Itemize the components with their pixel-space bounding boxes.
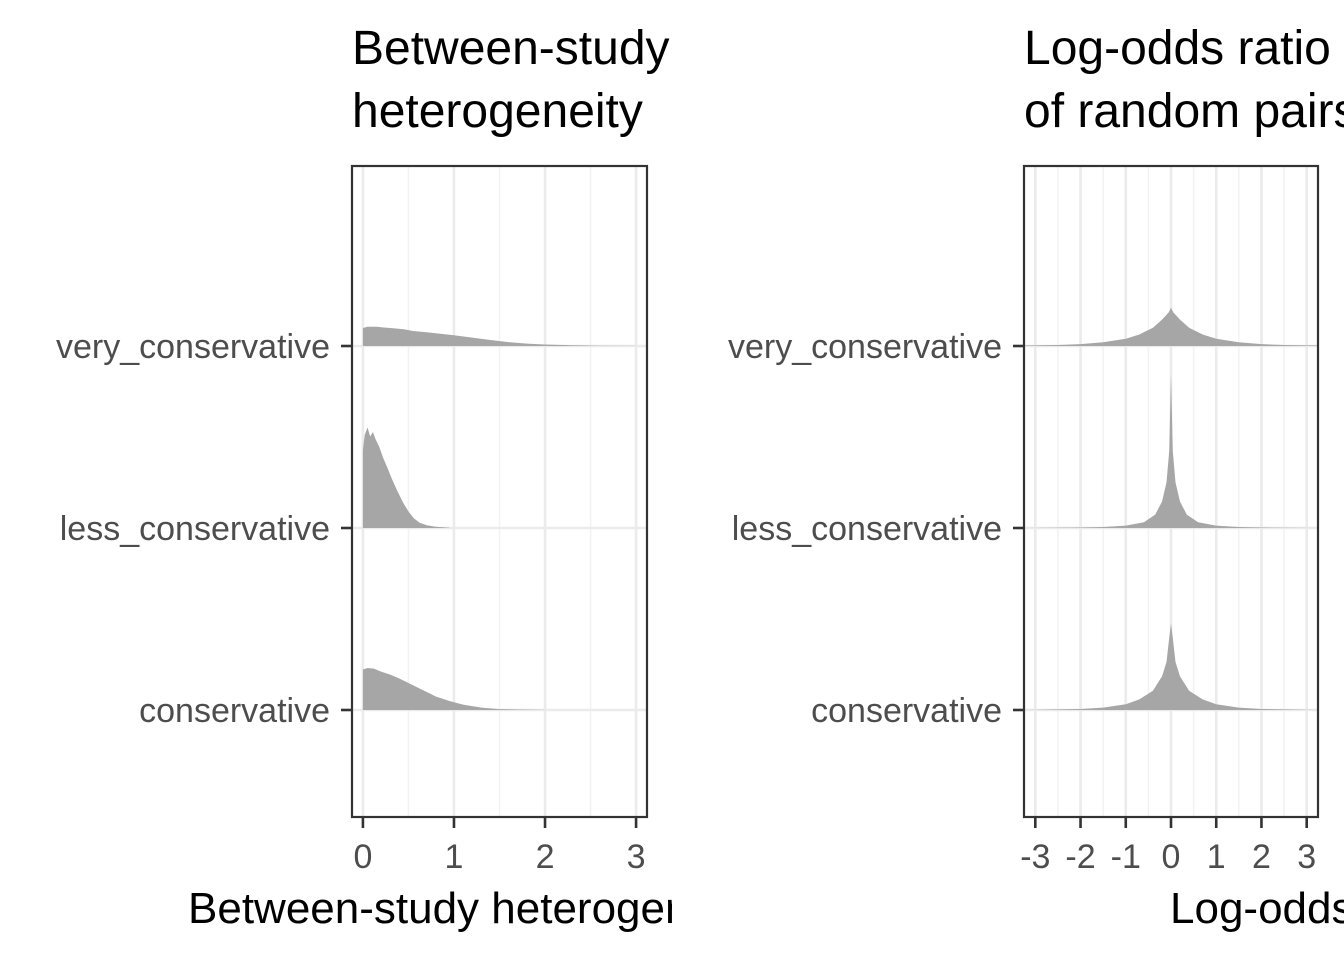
panel-title: Between-study heterogeneity bbox=[352, 22, 670, 138]
title-line: of random pairs bbox=[1024, 85, 1344, 138]
log-odds-panel: conservative less_conservative very_conser… bbox=[728, 22, 1344, 933]
density-ridge-less-conservative bbox=[1024, 374, 1318, 528]
density-ridge-very-conservative bbox=[362, 326, 637, 346]
x-axis-label: Log-odds ratio bbox=[1170, 884, 1344, 933]
x-tick-label: -1 bbox=[1111, 838, 1141, 876]
x-tick-label: 3 bbox=[1297, 838, 1316, 876]
x-tick-label: 1 bbox=[445, 838, 464, 876]
x-tick-label: -3 bbox=[1020, 838, 1050, 876]
x-tick-label: 2 bbox=[1252, 838, 1271, 876]
density-ridge-less-conservative bbox=[362, 427, 450, 528]
x-tick-label: -2 bbox=[1065, 838, 1095, 876]
x-tick-label: 2 bbox=[536, 838, 555, 876]
y-tick-label: very_conservative bbox=[728, 328, 1002, 366]
heterogeneity-panel: conservative less_conservative very_conser… bbox=[56, 22, 758, 933]
density-ridge-conservative bbox=[362, 668, 545, 710]
panel-title: Log-odds ratio of random pairs bbox=[1024, 22, 1344, 138]
ridges bbox=[362, 326, 637, 710]
x-axis-label-text: Between-study heterogeneity bbox=[188, 884, 758, 933]
y-tick-label: very_conservative bbox=[56, 328, 330, 366]
density-ridge-very-conservative bbox=[1024, 307, 1318, 346]
y-tick-label: less_conservative bbox=[60, 510, 330, 548]
x-tick-label: 0 bbox=[353, 838, 372, 876]
x-axis-label: Between-study heterogeneity bbox=[188, 884, 758, 933]
title-line: Between-study bbox=[352, 22, 670, 75]
y-tick-label: less_conservative bbox=[732, 510, 1002, 548]
panel-border bbox=[350, 164, 649, 819]
title-line: heterogeneity bbox=[352, 85, 643, 138]
title-line: Log-odds ratio bbox=[1024, 22, 1331, 75]
x-tick-label: 1 bbox=[1207, 838, 1226, 876]
y-tick-label: conservative bbox=[811, 692, 1002, 730]
x-tick-label: 3 bbox=[627, 838, 646, 876]
density-ridge-conservative bbox=[1024, 623, 1318, 710]
x-tick-label: 0 bbox=[1162, 838, 1181, 876]
y-tick-label: conservative bbox=[139, 692, 330, 730]
ridges bbox=[1024, 307, 1318, 710]
x-axis-label-text: Log-odds ratio bbox=[1170, 884, 1344, 933]
